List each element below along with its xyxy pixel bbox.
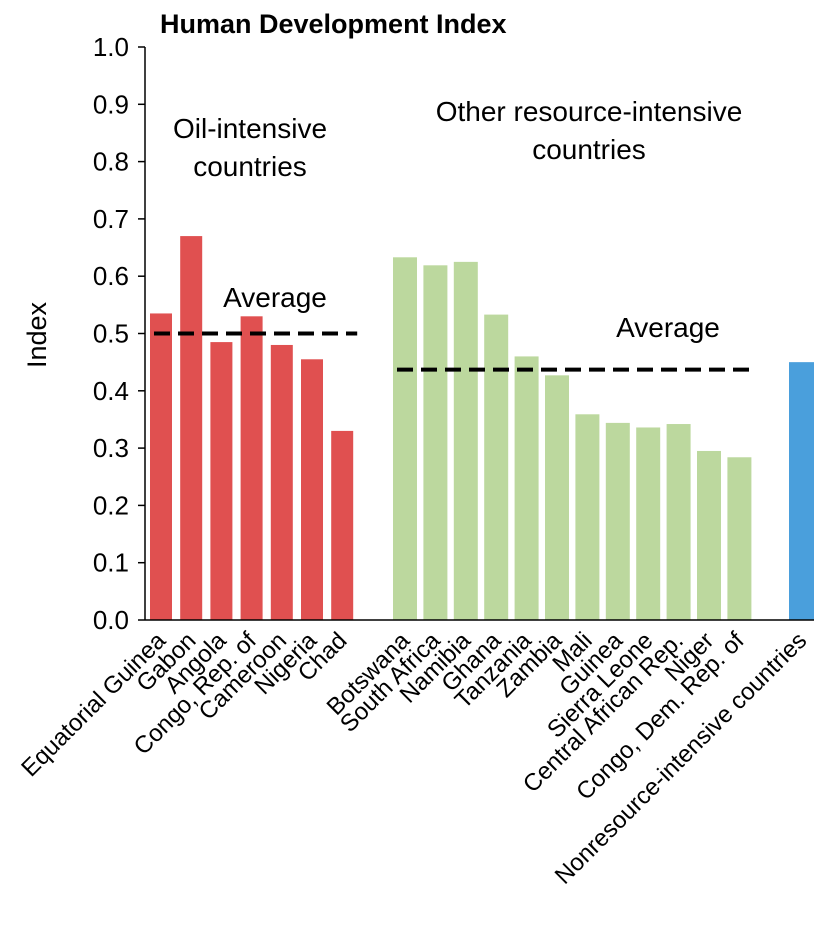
- bar: [301, 359, 323, 620]
- bar: [423, 265, 448, 620]
- chart-title: Human Development Index: [160, 9, 507, 39]
- y-tick-label: 0.6: [93, 261, 129, 291]
- bar: [789, 362, 814, 620]
- average-label: Average: [223, 282, 327, 313]
- bar: [697, 450, 721, 620]
- y-tick-label: 0.2: [93, 490, 129, 520]
- bar: [453, 261, 478, 620]
- y-tick-label: 0.5: [93, 319, 129, 349]
- bar: [240, 316, 263, 620]
- bar: [270, 344, 293, 620]
- bar: [575, 414, 600, 620]
- group-label: Oil-intensive: [173, 113, 327, 144]
- average-lines: [154, 331, 756, 372]
- y-axis-ticks: 0.0 0.1 0.2 0.3 0.4 0.5 0.6 0.7 0.8 0.9 1.0: [93, 32, 145, 635]
- y-tick-label: 0.7: [93, 204, 129, 234]
- bar: [484, 314, 509, 620]
- bar: [514, 356, 539, 620]
- group-annotations: Average Average Oil-intensive countries Othe…: [173, 96, 742, 343]
- bar: [180, 236, 203, 620]
- bar: [545, 375, 569, 620]
- y-tick-label: 0.1: [93, 548, 129, 578]
- bar: [727, 457, 752, 620]
- y-tick-label: 0.4: [93, 376, 129, 406]
- group-label: countries: [193, 151, 307, 182]
- y-tick-label: 0.9: [93, 89, 129, 119]
- y-tick-label: 1.0: [93, 32, 129, 62]
- bar: [636, 427, 661, 620]
- y-tick-label: 0.0: [93, 605, 129, 635]
- bar: [605, 422, 630, 620]
- bar: [666, 424, 691, 620]
- y-axis-label: Index: [22, 301, 52, 368]
- bar: [210, 342, 233, 620]
- bars: [150, 236, 814, 620]
- bar: [393, 257, 417, 620]
- y-tick-label: 0.8: [93, 147, 129, 177]
- bar: [331, 430, 354, 620]
- average-label: Average: [616, 312, 720, 343]
- y-tick-label: 0.3: [93, 433, 129, 463]
- group-label: countries: [532, 134, 646, 165]
- group-label: Other resource-intensive: [436, 96, 743, 127]
- bar: [150, 313, 172, 620]
